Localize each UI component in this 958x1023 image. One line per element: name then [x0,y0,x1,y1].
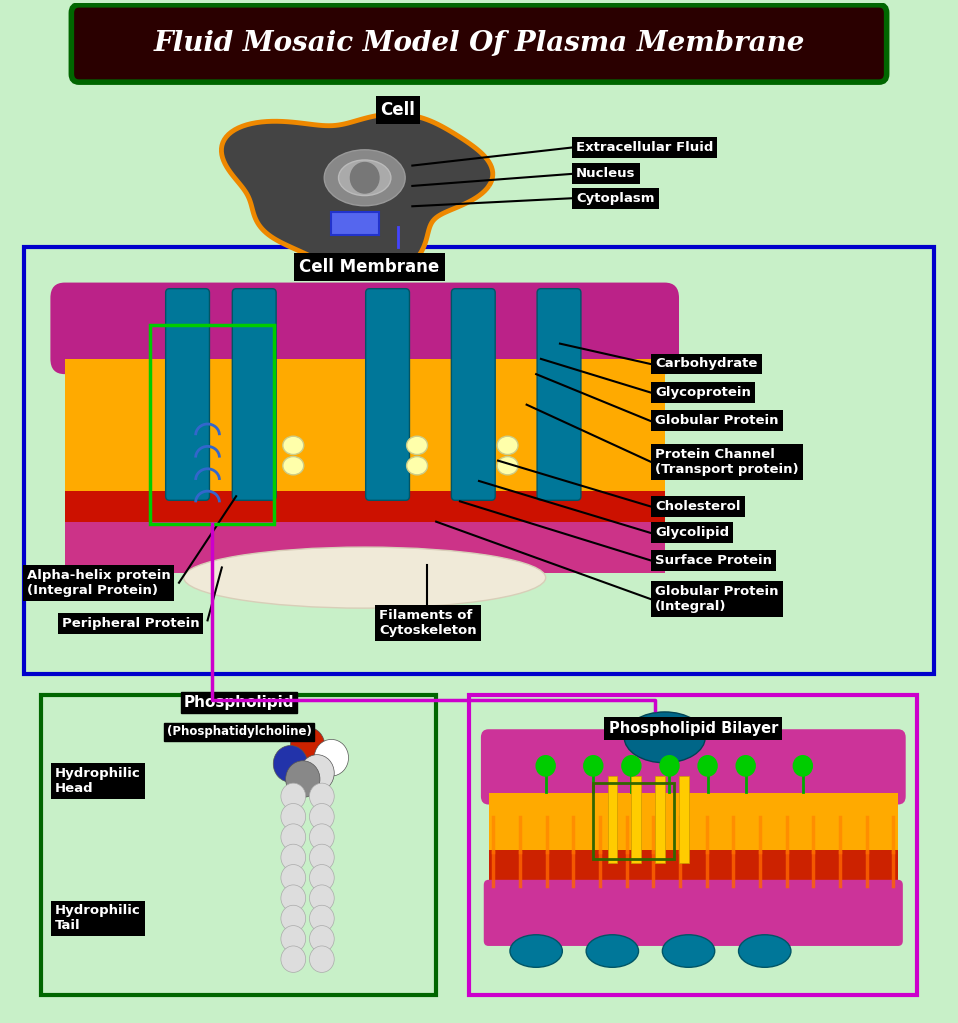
Bar [655,776,665,862]
Circle shape [281,784,306,809]
Circle shape [281,864,306,891]
Text: Glycolipid: Glycolipid [655,527,729,539]
Ellipse shape [497,436,518,454]
FancyBboxPatch shape [51,282,679,374]
Circle shape [660,756,679,776]
Circle shape [281,946,306,973]
FancyBboxPatch shape [71,5,887,82]
Circle shape [309,864,334,891]
FancyBboxPatch shape [166,288,210,500]
Circle shape [309,824,334,850]
FancyBboxPatch shape [366,288,409,500]
Text: Globular Protein: Globular Protein [655,414,779,428]
FancyBboxPatch shape [537,288,581,500]
Circle shape [285,761,320,797]
Text: (Phosphatidylcholine): (Phosphatidylcholine) [167,725,311,739]
Text: Fluid Mosaic Model Of Plasma Membrane: Fluid Mosaic Model Of Plasma Membrane [153,30,805,57]
FancyBboxPatch shape [233,288,276,500]
Circle shape [309,946,334,973]
Text: Hydrophilic
Head: Hydrophilic Head [56,767,141,795]
Circle shape [351,163,379,193]
Bar [593,784,674,859]
Circle shape [536,756,556,776]
Bar [65,522,665,573]
Bar [489,850,898,888]
Ellipse shape [324,149,405,206]
Ellipse shape [497,456,518,475]
Text: Cytoplasm: Cytoplasm [576,191,654,205]
Circle shape [281,905,306,932]
FancyBboxPatch shape [481,729,905,804]
Circle shape [281,926,306,952]
Bar [331,213,379,234]
Circle shape [281,803,306,830]
Circle shape [314,740,349,776]
Text: Nucleus: Nucleus [576,167,636,180]
Ellipse shape [662,935,715,968]
Text: Cell Membrane: Cell Membrane [299,259,440,276]
Circle shape [309,885,334,911]
Circle shape [736,756,755,776]
Text: Peripheral Protein: Peripheral Protein [62,617,199,630]
Ellipse shape [625,712,705,763]
Ellipse shape [184,547,546,608]
Ellipse shape [406,436,427,454]
Text: Phospholipid: Phospholipid [184,695,294,710]
Circle shape [309,844,334,871]
Text: Cell: Cell [380,100,416,119]
Text: Phospholipid Bilayer: Phospholipid Bilayer [608,721,778,737]
Text: Filaments of
Cytoskeleton: Filaments of Cytoskeleton [379,610,477,637]
Text: Alpha-helix protein
(Integral Protein): Alpha-helix protein (Integral Protein) [27,569,171,596]
Ellipse shape [283,436,304,454]
Circle shape [793,756,812,776]
Text: Protein Channel
(Transport protein): Protein Channel (Transport protein) [655,448,799,476]
Ellipse shape [406,456,427,475]
Bar [607,776,617,862]
Ellipse shape [586,935,639,968]
Bar [489,793,898,852]
Circle shape [281,844,306,871]
Circle shape [309,803,334,830]
FancyBboxPatch shape [451,288,495,500]
Bar [679,776,689,862]
Text: Cholesterol: Cholesterol [655,500,741,513]
Circle shape [309,926,334,952]
Circle shape [309,784,334,809]
Circle shape [281,885,306,911]
Text: Surface Protein: Surface Protein [655,553,772,567]
Ellipse shape [338,160,391,195]
Ellipse shape [283,456,304,475]
FancyBboxPatch shape [484,880,902,946]
Text: Globular Protein
(Integral): Globular Protein (Integral) [655,585,779,613]
Text: Carbohydrate: Carbohydrate [655,357,758,370]
Bar [65,491,665,522]
Circle shape [290,727,325,764]
Circle shape [622,756,641,776]
Circle shape [300,755,334,792]
Circle shape [281,824,306,850]
Bar [41,695,436,994]
Circle shape [583,756,603,776]
Bar [65,359,665,491]
Bar [469,695,917,994]
Ellipse shape [510,935,562,968]
Bar [631,776,641,862]
Circle shape [273,746,308,783]
PathPatch shape [221,114,492,276]
Text: Hydrophilic
Tail: Hydrophilic Tail [56,904,141,933]
Bar [150,325,274,524]
Circle shape [309,905,334,932]
Text: Glycoprotein: Glycoprotein [655,386,751,399]
Ellipse shape [739,935,791,968]
Circle shape [698,756,718,776]
Text: Extracellular Fluid: Extracellular Fluid [576,141,714,153]
Bar [24,247,934,674]
